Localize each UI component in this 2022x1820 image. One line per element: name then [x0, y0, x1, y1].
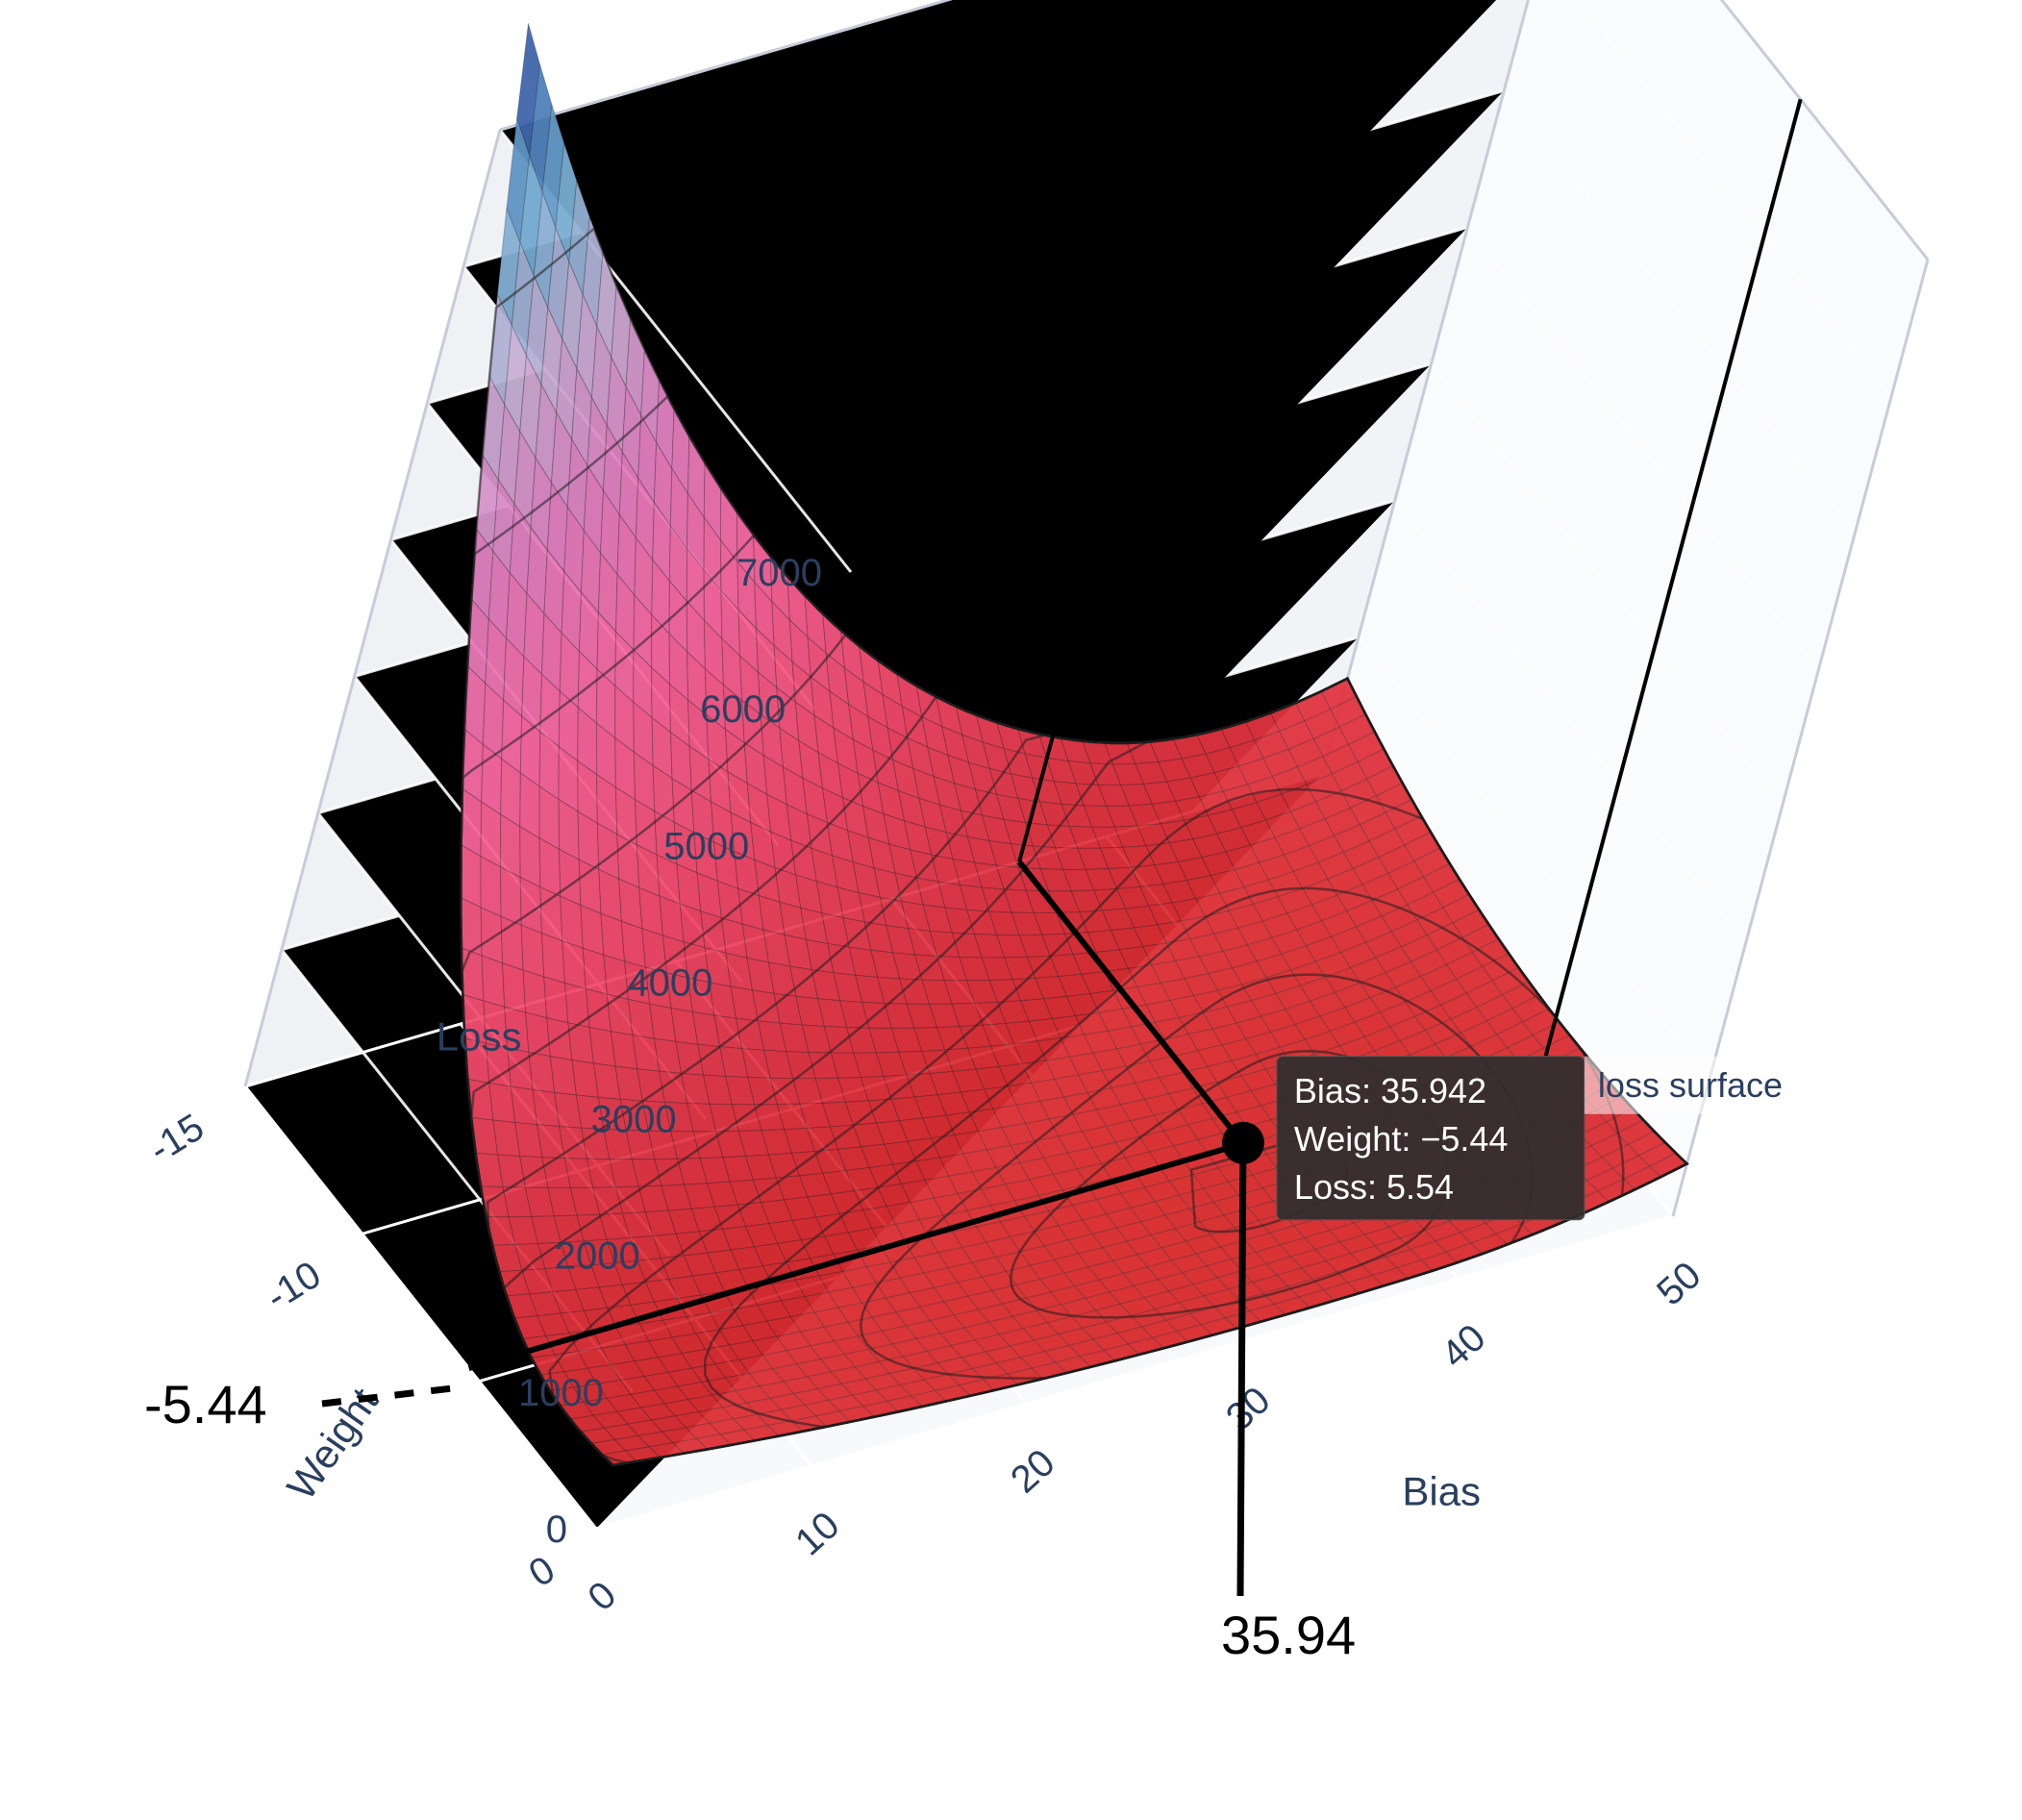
- tooltip-line: Bias: 35.942: [1294, 1071, 1486, 1110]
- svg-text:7000: 7000: [736, 552, 822, 594]
- x-axis-title: Bias: [1402, 1469, 1481, 1514]
- svg-text:50: 50: [1649, 1254, 1710, 1313]
- svg-text:5000: 5000: [663, 825, 749, 867]
- minimum-marker[interactable]: [1222, 1122, 1264, 1164]
- svg-text:10: 10: [787, 1504, 848, 1563]
- svg-text:30: 30: [1218, 1379, 1279, 1438]
- svg-text:1000: 1000: [518, 1372, 604, 1414]
- tooltip-line: Weight: −5.44: [1294, 1119, 1509, 1159]
- surface-3d-chart[interactable]: 0 1000 2000 3000 4000 5000 6000 7000 Loss -15 -10 0…: [0, 0, 2022, 1820]
- svg-text:-10: -10: [259, 1254, 328, 1319]
- chart-stage: 0 1000 2000 3000 4000 5000 6000 7000 Loss -15 -10 0…: [0, 0, 2022, 1820]
- bias-callout-label: 35.94: [1221, 1605, 1356, 1665]
- svg-text:40: 40: [1434, 1316, 1494, 1376]
- legend-label: loss surface: [1598, 1065, 1783, 1105]
- svg-text:-15: -15: [141, 1106, 211, 1171]
- svg-text:6000: 6000: [700, 688, 786, 731]
- z-axis-title: Loss: [437, 1014, 522, 1060]
- svg-text:0: 0: [580, 1574, 624, 1620]
- svg-text:3000: 3000: [591, 1099, 677, 1141]
- svg-text:0: 0: [546, 1508, 567, 1551]
- weight-callout-label: -5.44: [144, 1374, 267, 1434]
- svg-text:2000: 2000: [555, 1235, 640, 1278]
- svg-text:0: 0: [522, 1548, 562, 1595]
- svg-text:4000: 4000: [627, 961, 712, 1004]
- svg-text:20: 20: [1003, 1441, 1063, 1501]
- tooltip-line: Loss: 5.54: [1294, 1167, 1454, 1207]
